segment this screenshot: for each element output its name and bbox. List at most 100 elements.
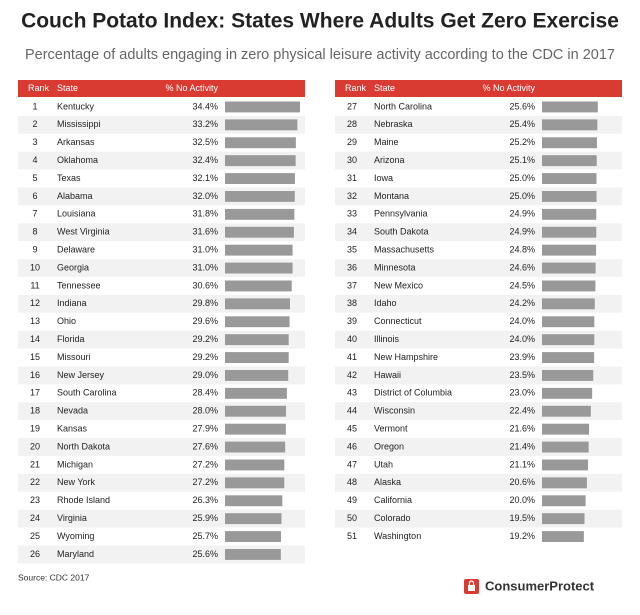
state: Colorado <box>374 513 411 523</box>
bar <box>542 459 589 471</box>
rank: 1 <box>32 101 37 111</box>
rank: 12 <box>30 298 40 308</box>
rank: 42 <box>347 370 357 380</box>
rank: 26 <box>30 549 40 559</box>
state: Texas <box>57 173 81 183</box>
value-label: 29.8% <box>192 298 218 308</box>
state: Tennessee <box>57 280 101 290</box>
state: Ohio <box>57 316 76 326</box>
bar <box>225 173 295 184</box>
value-label: 34.4% <box>192 101 218 111</box>
state: Alabama <box>57 191 93 201</box>
state: Oregon <box>374 441 404 451</box>
state: Nebraska <box>374 119 413 129</box>
bar <box>225 477 285 489</box>
state: New York <box>57 477 96 487</box>
value-label: 32.5% <box>192 137 218 147</box>
rank: 17 <box>30 388 40 398</box>
value-label: 19.2% <box>509 531 535 541</box>
state: Louisiana <box>57 209 96 219</box>
state: New Jersey <box>57 370 105 380</box>
value-label: 30.6% <box>192 280 218 290</box>
state: Arizona <box>374 155 405 165</box>
value-label: 24.6% <box>509 262 535 272</box>
state: North Dakota <box>57 441 110 451</box>
column-header: % No Activity <box>165 83 218 93</box>
rank: 34 <box>347 227 357 237</box>
value-label: 25.0% <box>509 173 535 183</box>
value-label: 24.8% <box>509 245 535 255</box>
state: Michigan <box>57 459 93 469</box>
state: Hawaii <box>374 370 401 380</box>
bar <box>225 244 293 256</box>
value-label: 33.2% <box>192 119 218 129</box>
state: Delaware <box>57 245 95 255</box>
bar <box>542 137 597 149</box>
rank: 10 <box>30 262 40 272</box>
bar <box>225 316 290 328</box>
value-label: 21.6% <box>509 424 535 434</box>
state: South Carolina <box>57 388 117 398</box>
rank: 48 <box>347 477 357 487</box>
column-header: Rank <box>28 83 50 93</box>
value-label: 24.0% <box>509 316 535 326</box>
rank: 5 <box>32 173 37 183</box>
value-label: 26.3% <box>192 495 218 505</box>
rank: 2 <box>32 119 37 129</box>
bar <box>542 208 597 220</box>
lock-body <box>468 585 475 591</box>
value-label: 25.0% <box>509 191 535 201</box>
rank: 51 <box>347 531 357 541</box>
bar <box>542 441 589 453</box>
bar <box>542 119 598 131</box>
bar <box>542 262 596 274</box>
subtitle: Percentage of adults engaging in zero ph… <box>25 47 615 63</box>
rank: 47 <box>347 459 357 469</box>
brand: ConsumerProtect <box>485 578 595 593</box>
rank: 13 <box>30 316 40 326</box>
column-header: State <box>374 83 395 93</box>
rank: 40 <box>347 334 357 344</box>
value-label: 27.2% <box>192 459 218 469</box>
rank: 16 <box>30 370 40 380</box>
bar <box>225 226 294 238</box>
bar <box>542 405 591 417</box>
rank: 44 <box>347 406 357 416</box>
state: Utah <box>374 459 393 469</box>
state: Kansas <box>57 424 88 434</box>
state: Montana <box>374 191 409 201</box>
value-label: 27.2% <box>192 477 218 487</box>
bar <box>225 352 289 363</box>
column-header: Rank <box>345 83 367 93</box>
value-label: 32.4% <box>192 155 218 165</box>
state: New Hampshire <box>374 352 438 362</box>
bar <box>542 155 597 167</box>
rank: 28 <box>347 119 357 129</box>
rank: 43 <box>347 388 357 398</box>
bar <box>225 262 293 274</box>
rank: 32 <box>347 191 357 201</box>
state: Georgia <box>57 262 89 272</box>
title: Couch Potato Index: States Where Adults … <box>21 10 619 33</box>
bar <box>542 244 597 256</box>
state: California <box>374 495 412 505</box>
value-label: 31.0% <box>192 245 218 255</box>
rank: 14 <box>30 334 40 344</box>
value-label: 23.5% <box>509 370 535 380</box>
bar <box>225 370 289 381</box>
bar <box>542 495 586 507</box>
bar <box>225 119 298 131</box>
state: Washington <box>374 531 421 541</box>
rank: 4 <box>32 155 37 165</box>
bar <box>225 101 300 113</box>
rank: 35 <box>347 245 357 255</box>
lock-shackle <box>468 580 475 585</box>
bar <box>225 459 285 471</box>
state: Nevada <box>57 406 88 416</box>
rank: 6 <box>32 191 37 201</box>
rank: 45 <box>347 424 357 434</box>
bar <box>542 191 597 202</box>
bar <box>542 352 595 363</box>
column-header: % No Activity <box>482 83 535 93</box>
